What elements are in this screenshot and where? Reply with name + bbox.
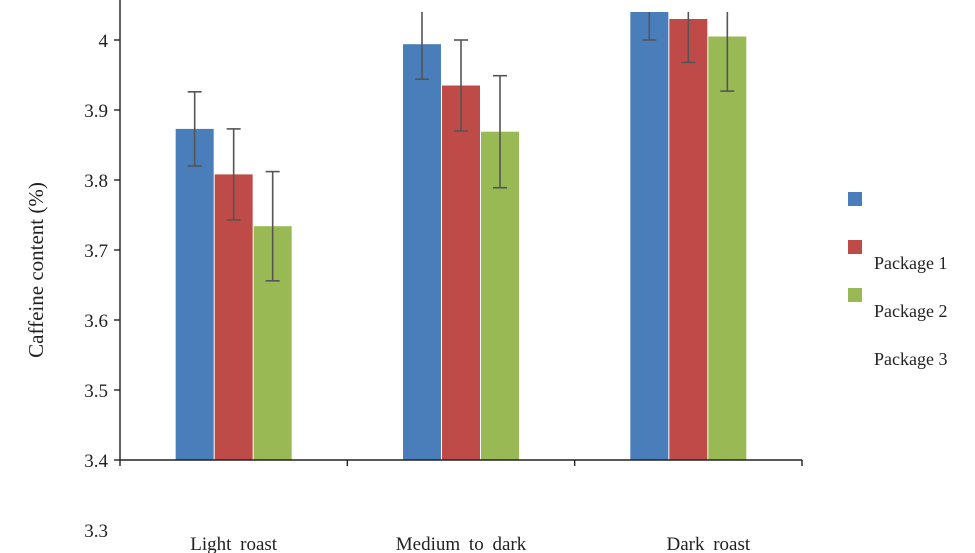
y-axis-label: Caffeine content (%) bbox=[24, 182, 48, 358]
error-bar-3-2 bbox=[493, 74, 507, 189]
y-tick-label-1: 3.9 bbox=[84, 101, 108, 122]
y-tick-label-0: 4 bbox=[99, 31, 109, 52]
legend-label-3: Package 3 bbox=[874, 349, 947, 369]
y-tick-label-7: 3.3 bbox=[84, 521, 108, 542]
legend-label-2: Package 2 bbox=[874, 301, 947, 321]
bar-1-2 bbox=[403, 44, 441, 460]
axes-layer bbox=[114, 0, 803, 466]
x-tick-label-2: Medium to dark bbox=[396, 534, 527, 553]
x-tick-label-1: Light roast bbox=[190, 534, 278, 553]
legend-swatch-1 bbox=[848, 192, 862, 206]
legend-label-1: Package 1 bbox=[874, 253, 947, 273]
bar-1-3 bbox=[630, 12, 669, 460]
error-bar-2-3 bbox=[681, 12, 696, 64]
error-bar-2-1 bbox=[226, 128, 241, 221]
bar-2-1 bbox=[214, 174, 253, 460]
x-tick-label-3: Dark roast bbox=[666, 534, 750, 553]
y-tick-label-2: 3.8 bbox=[84, 171, 108, 192]
bar-3-3 bbox=[708, 36, 747, 460]
bar-2-2 bbox=[442, 85, 480, 460]
error-bar-3-1 bbox=[265, 170, 280, 282]
y-tick-label-5: 3.5 bbox=[84, 381, 108, 402]
legend-swatch-2 bbox=[848, 240, 862, 254]
error-bar-1-3 bbox=[642, 12, 657, 41]
error-bar-1-1 bbox=[187, 91, 202, 167]
legend-swatch-3 bbox=[848, 288, 862, 302]
error-bar-1-2 bbox=[415, 12, 429, 80]
y-tick-label-4: 3.6 bbox=[84, 311, 108, 332]
bar-2-3 bbox=[669, 19, 708, 460]
error-bar-3-3 bbox=[720, 12, 735, 92]
y-tick-label-6: 3.4 bbox=[84, 451, 108, 472]
error-bar-2-2 bbox=[454, 39, 468, 132]
bar-1-1 bbox=[175, 128, 214, 460]
labels-layer: Light roast Medium to dark Dark roast 4 3.9 3… bbox=[84, 31, 751, 553]
y-tick-label-3: 3.7 bbox=[84, 241, 108, 262]
legend: Package 1 Package 2 Package 3 bbox=[848, 192, 947, 369]
bars-layer bbox=[175, 12, 747, 460]
